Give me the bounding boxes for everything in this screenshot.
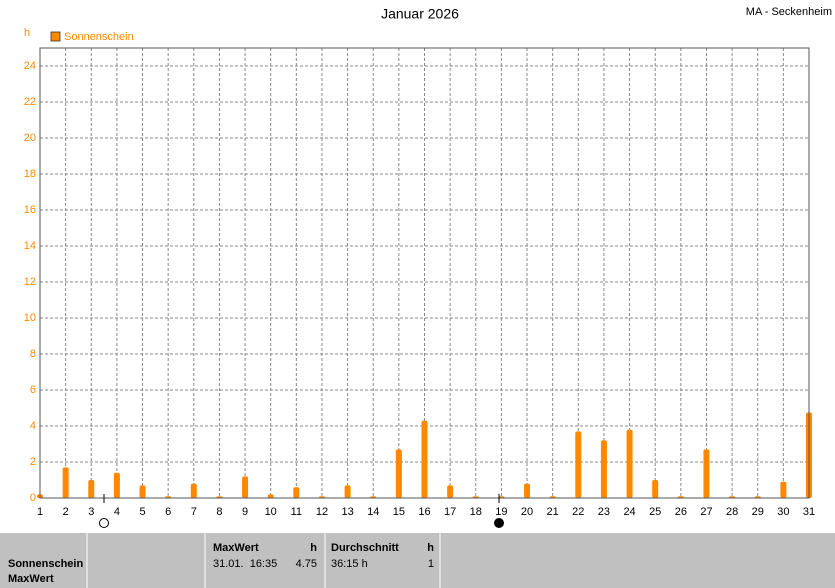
x-tick-label: 12 — [316, 506, 328, 518]
chart-title: Januar 2026 — [381, 6, 459, 22]
x-tick-label: 4 — [114, 506, 120, 518]
x-tick-label: 26 — [675, 506, 687, 518]
table-cell: 31.01. 16:35 — [213, 558, 277, 570]
x-tick-label: 19 — [495, 506, 507, 518]
table-cell: 4.75 — [296, 558, 317, 570]
x-tick-label: 5 — [139, 506, 145, 518]
y-tick-label: 12 — [24, 276, 36, 288]
bar — [575, 431, 582, 498]
x-tick-label: 18 — [470, 506, 482, 518]
row-label: MaxWert — [8, 573, 54, 585]
plot-frame — [39, 47, 810, 499]
y-tick-label: 20 — [24, 132, 36, 144]
bar — [88, 480, 95, 498]
y-axis-label: h — [24, 27, 30, 39]
legend-label: Sonnenschein — [64, 31, 134, 43]
x-tick-label: 2 — [63, 506, 69, 518]
x-tick-label: 17 — [444, 506, 456, 518]
column-header: Durchschnitt — [331, 542, 399, 554]
y-tick-label: 24 — [24, 60, 36, 72]
y-tick-label: 6 — [30, 384, 36, 396]
column-header: MaxWert — [213, 542, 259, 554]
x-tick-label: 16 — [418, 506, 430, 518]
x-tick-label: 3 — [88, 506, 94, 518]
bar — [626, 429, 633, 498]
x-tick-label: 21 — [547, 506, 559, 518]
y-tick-label: 18 — [24, 168, 36, 180]
bar — [190, 483, 197, 498]
station: MA - Seckenheim — [746, 6, 832, 18]
bar — [524, 483, 531, 498]
bar — [421, 420, 428, 498]
bar — [344, 485, 351, 498]
bar — [242, 476, 249, 498]
y-tick-label: 2 — [30, 456, 36, 468]
y-tick-label: 10 — [24, 312, 36, 324]
x-tick-label: 31 — [803, 506, 815, 518]
y-tick-label: 0 — [30, 492, 36, 504]
table-cell: 36:15 h — [331, 558, 368, 570]
bar — [395, 449, 402, 498]
y-tick-label: 22 — [24, 96, 36, 108]
bar — [652, 480, 659, 498]
y-tick-label: 8 — [30, 348, 36, 360]
x-tick-label: 9 — [242, 506, 248, 518]
new-moon-icon — [494, 518, 504, 528]
x-tick-label: 11 — [291, 506, 302, 518]
x-tick-label: 22 — [572, 506, 584, 518]
x-tick-label: 29 — [752, 506, 764, 518]
x-tick-label: 8 — [216, 506, 222, 518]
x-tick-label: 23 — [598, 506, 610, 518]
x-tick-label: 30 — [777, 506, 789, 518]
x-tick-label: 20 — [521, 506, 533, 518]
y-tick-label: 14 — [24, 240, 36, 252]
bar — [447, 485, 454, 498]
x-tick-label: 24 — [623, 506, 635, 518]
x-tick-label: 7 — [191, 506, 197, 518]
bar — [780, 481, 787, 498]
bar — [267, 494, 274, 498]
bar — [600, 440, 607, 498]
column-unit: h — [310, 542, 317, 554]
table-background — [0, 533, 835, 588]
legend-swatch — [50, 31, 61, 42]
bar — [139, 485, 146, 498]
y-tick-label: 16 — [24, 204, 36, 216]
bar — [62, 467, 69, 498]
column-unit: h — [427, 542, 434, 554]
x-tick-label: 28 — [726, 506, 738, 518]
bar — [703, 449, 710, 498]
x-tick-label: 25 — [649, 506, 661, 518]
x-tick-label: 13 — [341, 506, 353, 518]
x-tick-label: 10 — [265, 506, 277, 518]
x-tick-label: 1 — [37, 506, 43, 518]
row-label: Sonnenschein — [8, 558, 83, 570]
y-tick-label: 4 — [30, 420, 36, 432]
x-tick-label: 6 — [165, 506, 171, 518]
bar — [113, 472, 120, 498]
table-cell: 1 — [428, 558, 434, 570]
bar — [293, 487, 300, 498]
bars — [37, 412, 812, 498]
full-moon-icon — [99, 518, 109, 528]
x-tick-label: 27 — [700, 506, 712, 518]
x-tick-label: 14 — [367, 506, 379, 518]
x-tick-label: 15 — [393, 506, 405, 518]
